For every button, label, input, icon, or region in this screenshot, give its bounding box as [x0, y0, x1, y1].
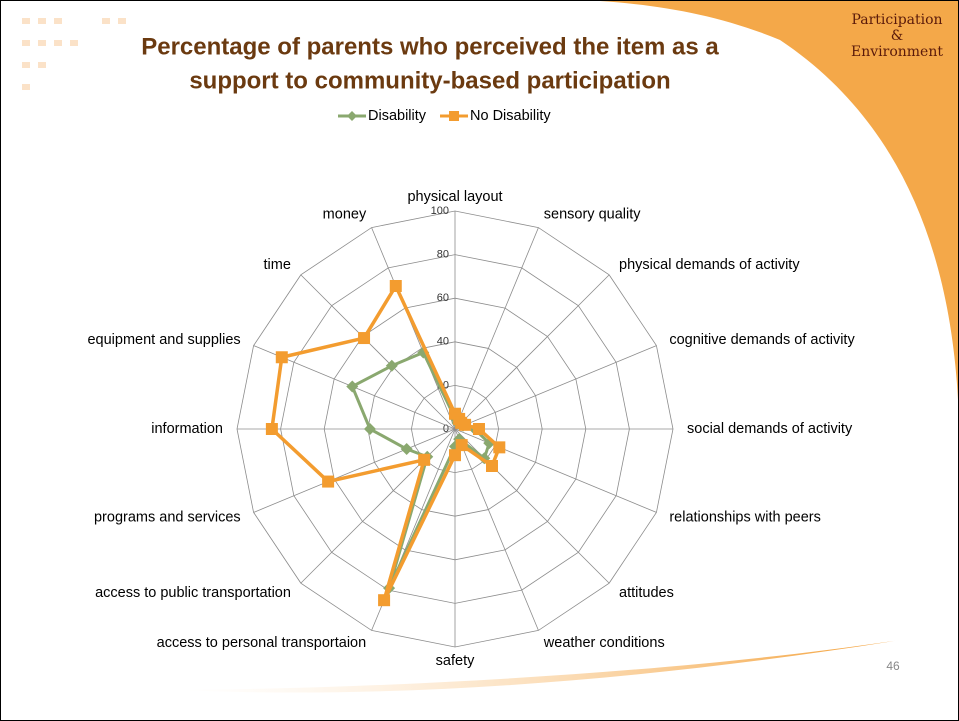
category-label: physical layout: [407, 189, 502, 205]
spoke: [253, 428, 456, 513]
marker: [472, 423, 485, 435]
dots-decoration: [22, 18, 126, 90]
spoke: [454, 345, 657, 430]
category-label: equipment and supplies: [87, 332, 240, 348]
chart-title: Percentage of parents who perceived the …: [141, 33, 719, 60]
badge-line: Participation: [851, 12, 942, 28]
marker: [389, 280, 402, 293]
marker: [459, 418, 472, 431]
legend-marker: [449, 111, 460, 121]
category-label: relationships with peers: [669, 510, 821, 526]
category-label: information: [151, 421, 223, 437]
spoke: [454, 428, 539, 631]
marker: [275, 351, 288, 364]
badge-line: Environment: [851, 44, 943, 60]
marker: [322, 475, 335, 488]
category-label: social demands of activity: [687, 421, 853, 437]
category-label: access to personal transportaion: [157, 635, 367, 651]
r-tick-label: 80: [437, 249, 449, 261]
badge-line: &: [891, 28, 903, 44]
marker: [485, 459, 498, 472]
marker: [363, 423, 376, 435]
marker: [449, 449, 461, 462]
category-label: physical demands of activity: [619, 257, 800, 273]
corner-swoosh: [600, 1, 958, 400]
marker: [265, 423, 278, 435]
category-label: weather conditions: [543, 635, 665, 651]
spoke: [454, 274, 610, 430]
r-tick-label: 60: [437, 292, 449, 304]
marker: [400, 443, 413, 456]
chart-title: support to community-based participation: [189, 67, 670, 94]
legend-label: No Disability: [470, 108, 551, 124]
category-label: access to public transportation: [95, 585, 291, 601]
r-tick-label: 100: [431, 205, 449, 217]
category-label: money: [323, 206, 367, 222]
marker: [455, 439, 468, 452]
marker: [378, 594, 391, 607]
bottom-swoosh: [180, 640, 900, 693]
category-label: time: [264, 257, 291, 273]
legend-label: Disability: [368, 108, 427, 124]
category-label: safety: [436, 653, 475, 669]
marker: [418, 453, 431, 466]
category-label: cognitive demands of activity: [669, 332, 855, 348]
marker: [346, 380, 359, 393]
spoke: [300, 274, 456, 430]
category-label: programs and services: [94, 510, 241, 526]
legend-marker: [347, 111, 357, 121]
category-label: sensory quality: [544, 206, 641, 222]
marker: [385, 359, 398, 372]
page-number: 46: [886, 659, 900, 673]
r-tick-label: 40: [437, 336, 449, 348]
marker: [358, 332, 371, 345]
category-label: attitudes: [619, 585, 674, 601]
marker: [493, 441, 506, 454]
spoke: [454, 227, 539, 430]
spoke: [371, 227, 456, 430]
